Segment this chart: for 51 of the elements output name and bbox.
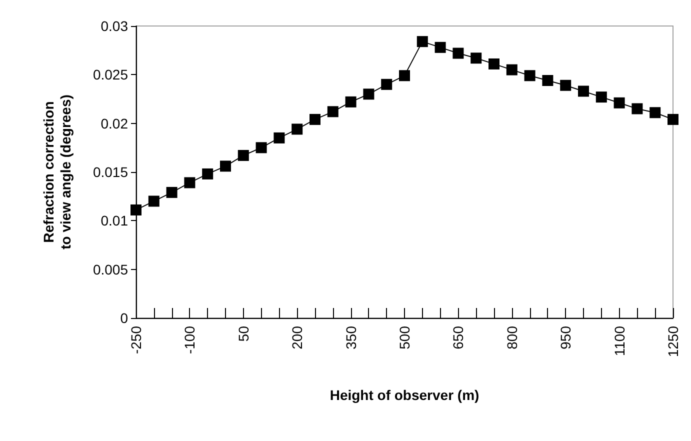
y-tick-label: 0.025 bbox=[92, 66, 128, 83]
point bbox=[596, 92, 607, 103]
x-tick-label: 1250 bbox=[665, 326, 681, 358]
x-axis-title: Height of observer (m) bbox=[330, 387, 480, 403]
point bbox=[274, 132, 285, 144]
point bbox=[166, 186, 178, 198]
point bbox=[470, 52, 482, 64]
x-tick-label: 650 bbox=[450, 326, 466, 350]
point bbox=[452, 48, 464, 59]
point bbox=[220, 160, 231, 172]
point bbox=[668, 114, 678, 125]
point bbox=[524, 70, 536, 82]
x-tick-label: 200 bbox=[289, 326, 306, 350]
x-tick-label: 50 bbox=[235, 326, 252, 342]
point bbox=[238, 150, 249, 161]
point bbox=[381, 78, 392, 90]
y-tick-label: 0.01 bbox=[100, 212, 128, 229]
point bbox=[399, 70, 410, 82]
x-tick-label: 500 bbox=[396, 326, 412, 350]
y-tick-label: 0.015 bbox=[92, 164, 128, 180]
point bbox=[578, 86, 589, 97]
point bbox=[542, 75, 554, 86]
x-tick-label: 800 bbox=[504, 326, 520, 350]
x-tick-label: 950 bbox=[558, 326, 574, 350]
point bbox=[184, 177, 196, 188]
point bbox=[148, 196, 160, 207]
y-tick-label: 0.005 bbox=[92, 261, 128, 278]
point bbox=[292, 124, 303, 135]
point bbox=[310, 114, 320, 125]
point bbox=[560, 80, 572, 91]
point bbox=[434, 42, 446, 53]
point bbox=[614, 97, 625, 108]
point bbox=[632, 103, 643, 114]
point bbox=[416, 36, 428, 48]
y-axis-title: Refraction correction to view angle (degrees) bbox=[40, 94, 74, 250]
point bbox=[202, 168, 214, 180]
x-tick-label: -250 bbox=[128, 326, 144, 354]
y-tick-label: 0.02 bbox=[100, 115, 128, 132]
point bbox=[327, 106, 338, 118]
x-tick-label: 350 bbox=[342, 326, 359, 350]
point bbox=[130, 204, 142, 216]
point bbox=[650, 107, 661, 118]
y-tick-label: 0 bbox=[120, 310, 128, 326]
point bbox=[506, 64, 518, 76]
point bbox=[488, 58, 500, 70]
x-tick-label: -100 bbox=[182, 326, 198, 354]
point bbox=[363, 88, 374, 100]
x-tick-label: 1100 bbox=[611, 326, 628, 356]
point bbox=[345, 96, 356, 108]
point bbox=[256, 142, 267, 154]
y-tick-label: 0.03 bbox=[100, 18, 128, 34]
